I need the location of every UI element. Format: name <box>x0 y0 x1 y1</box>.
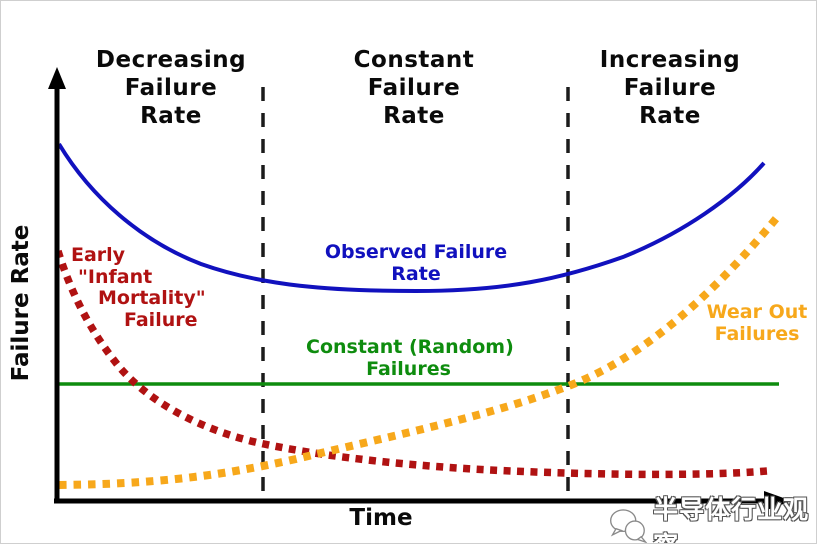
y-axis-arrowhead <box>48 67 66 89</box>
infant-mortality-label-line: Failure <box>124 308 198 331</box>
phase-header-line: Rate <box>140 103 202 129</box>
watermark: 半导体行业观察 <box>608 490 816 543</box>
watermark-text: 半导体行业观察 <box>653 495 810 543</box>
wearout-label-line: Wear Out <box>706 301 808 323</box>
phase-header-line: Failure <box>367 75 461 101</box>
phase-header-line: Constant <box>353 47 475 73</box>
y-axis-title: Failure Rate <box>8 224 34 382</box>
x-axis-title: Time <box>349 505 413 531</box>
infant-mortality-label-line: Mortality" <box>98 287 206 309</box>
phase-header-line: Increasing <box>599 47 741 73</box>
constant-label-line: Constant (Random) <box>306 336 514 358</box>
phase-header-line: Decreasing <box>95 47 247 73</box>
infant-mortality-curve <box>54 249 768 479</box>
observed-label-line: Observed Failure <box>324 241 508 263</box>
observed-failure-rate-curve <box>57 142 766 294</box>
phase-header-line: Rate <box>639 103 701 129</box>
infant-mortality-label: Early "Infant Mortality" Failure <box>71 244 206 331</box>
watermark-logo-icon <box>610 509 648 543</box>
phase-header-decreasing: Decreasing Failure Rate <box>61 46 281 130</box>
phase-header-constant: Constant Failure Rate <box>304 46 524 130</box>
phase-header-line: Failure <box>623 75 717 101</box>
wear-out-curve <box>58 212 783 489</box>
constant-label-line: Failures <box>366 357 451 380</box>
infant-mortality-label-line: "Infant <box>78 265 153 288</box>
phase-header-increasing: Increasing Failure Rate <box>560 46 780 130</box>
wear-out-failures-label: Wear Out Failures <box>679 301 816 345</box>
phase-header-line: Rate <box>383 103 445 129</box>
observed-label-line: Rate <box>391 262 441 285</box>
constant-random-failures-label: Constant (Random) Failures <box>306 336 514 380</box>
x-axis-arrowhead <box>764 491 792 511</box>
wearout-label-line: Failures <box>714 322 800 345</box>
infant-mortality-label-line: Early <box>71 244 126 266</box>
observed-failure-rate-label: Observed Failure Rate <box>316 241 516 285</box>
phase-header-line: Failure <box>124 75 218 101</box>
